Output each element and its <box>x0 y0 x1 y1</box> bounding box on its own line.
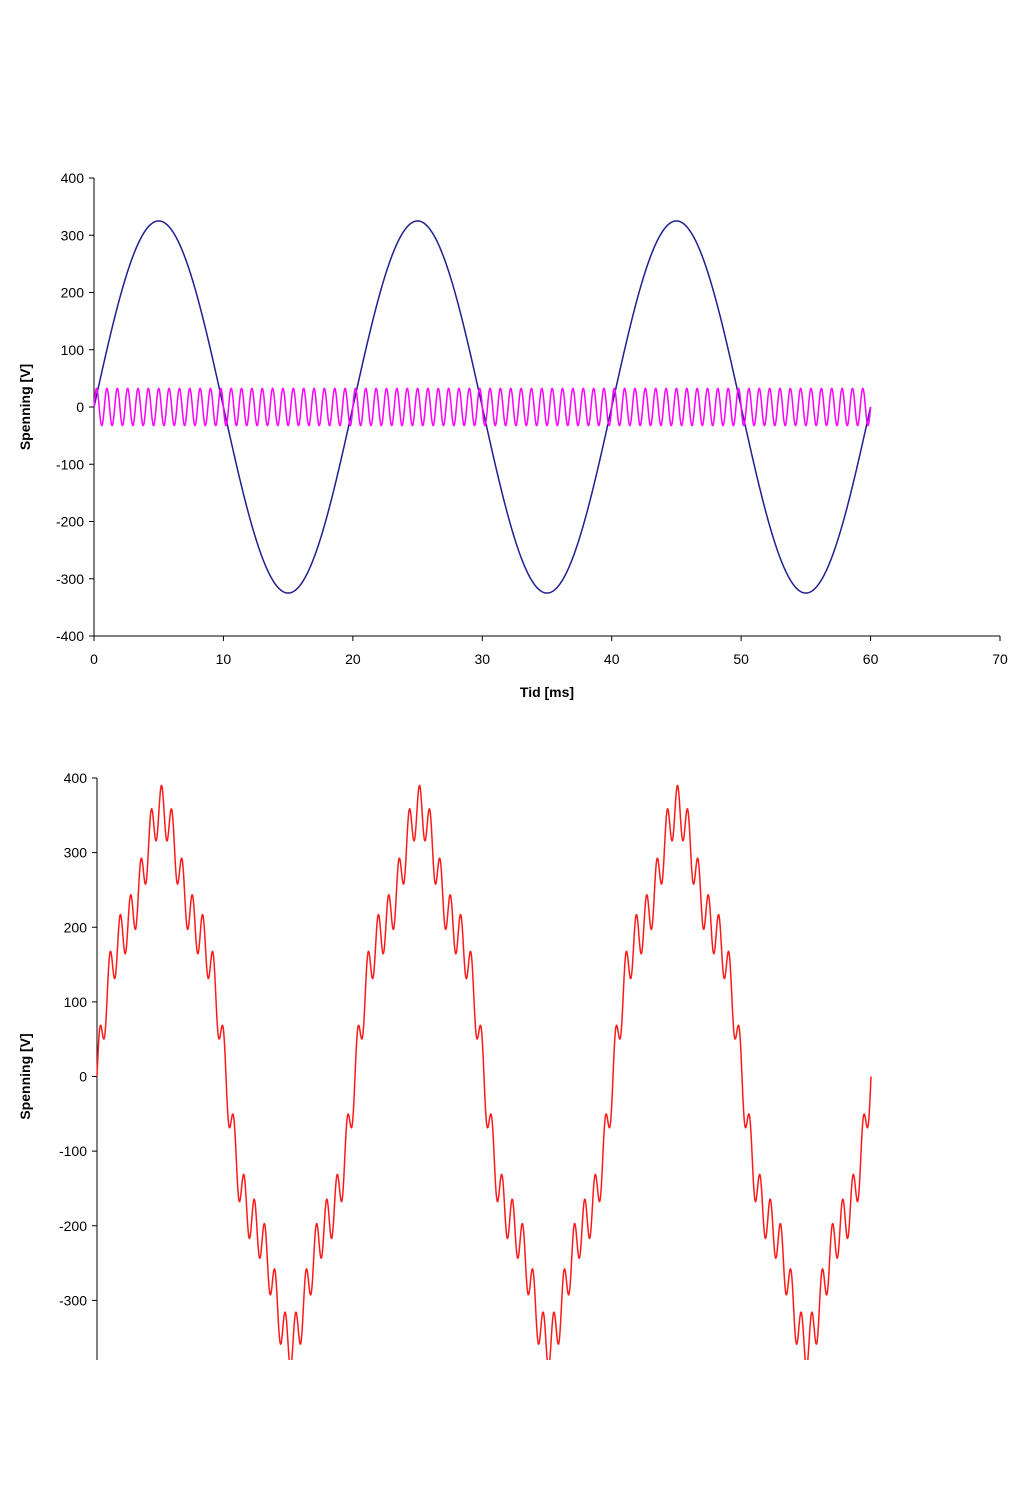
y-tick-label: 0 <box>76 399 84 415</box>
chart-bottom-svg: -400-300-200-100010020030040001020304050… <box>17 770 872 1360</box>
y-axis-title: Spenning [V] <box>17 364 33 450</box>
y-tick-label: 400 <box>61 170 85 186</box>
x-axis-title: Tid [ms] <box>520 684 574 700</box>
x-tick-label: 70 <box>992 651 1008 667</box>
y-tick-label: 100 <box>61 342 85 358</box>
chart-top: -400 -300 -200 -100 0 100 200 300 400 0 10 20 30 40 50… <box>0 140 1014 760</box>
x-tick-label: 30 <box>474 651 490 667</box>
x-tick-label: 10 <box>216 651 232 667</box>
chart-top-svg: -400 -300 -200 -100 0 100 200 300 400 0 10 20 30 40 50… <box>17 170 1008 700</box>
y-tick-label: 0 <box>79 1069 87 1085</box>
y-tick-label: 200 <box>61 285 85 301</box>
x-tick-label: 60 <box>863 651 879 667</box>
y-tick-label: -300 <box>56 571 84 587</box>
y-tick-label: 300 <box>64 845 88 861</box>
x-tick-label: 50 <box>733 651 749 667</box>
y-tick-label: 200 <box>64 919 88 935</box>
y-axis-title: Spenning [V] <box>17 1033 33 1119</box>
y-tick-label: -200 <box>59 1218 87 1234</box>
series-line-0 <box>96 784 872 1360</box>
x-tick-label: 40 <box>604 651 620 667</box>
y-tick-label: 400 <box>64 770 88 786</box>
x-tick-label: 20 <box>345 651 361 667</box>
y-tick-label: -300 <box>59 1292 87 1308</box>
y-tick-label: -100 <box>56 456 84 472</box>
x-tick-label: 0 <box>90 651 98 667</box>
y-tick-label: -200 <box>56 514 84 530</box>
y-tick-label: -100 <box>59 1143 87 1159</box>
series-line-1 <box>93 387 872 427</box>
y-tick-label: -400 <box>56 628 84 644</box>
y-tick-label: 100 <box>64 994 88 1010</box>
y-tick-label: 300 <box>61 227 85 243</box>
chart-bottom: -400-300-200-100010020030040001020304050… <box>0 740 1014 1360</box>
